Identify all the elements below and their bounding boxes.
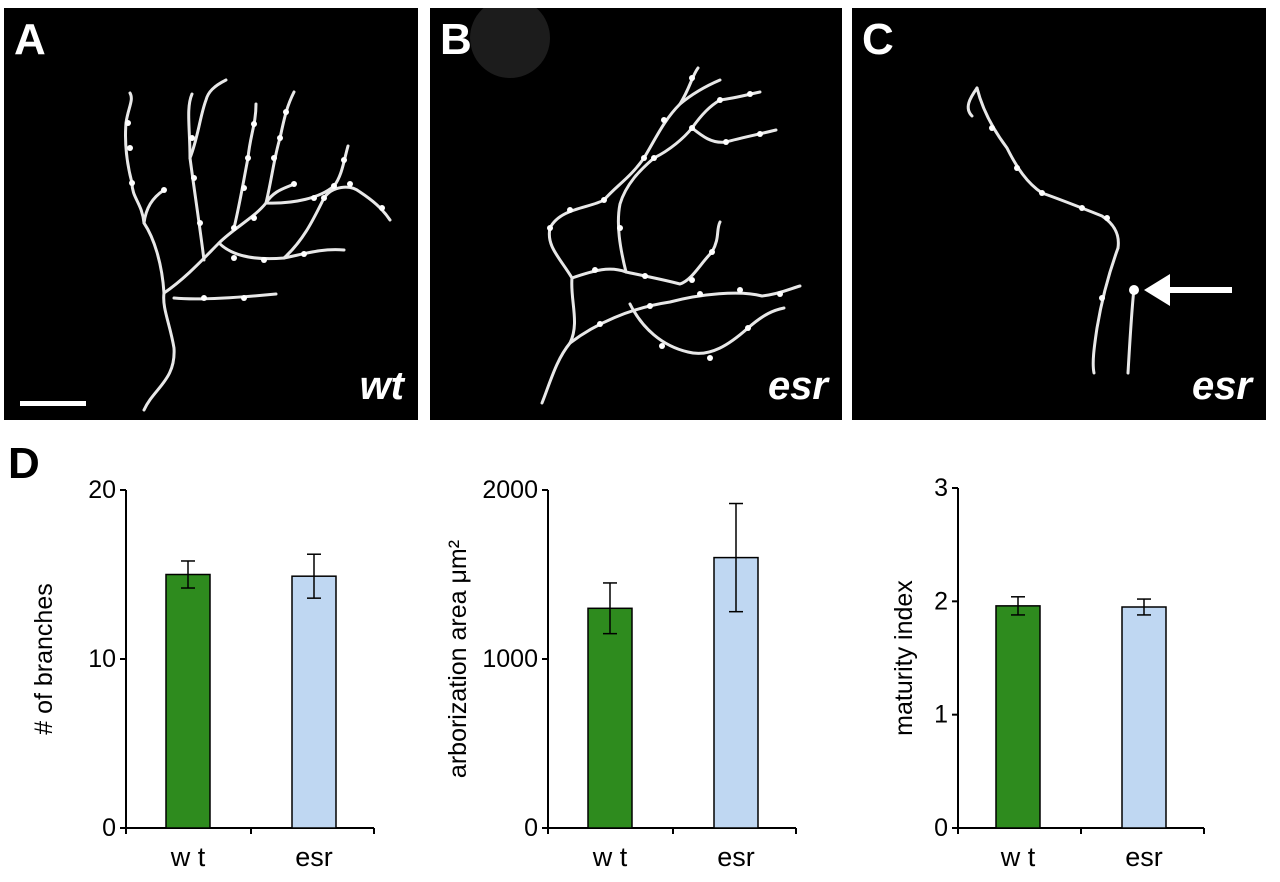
error-bar-wt xyxy=(1011,596,1025,616)
panel-b-genotype: esr xyxy=(767,364,828,408)
panel-a-label: A xyxy=(14,15,46,64)
y-tick-label: 2 xyxy=(934,587,948,615)
neuron-image-esr-2 xyxy=(966,86,1232,375)
chart-arborization-area: 0 1000 2000 w t esr arborization area μm² xyxy=(444,476,797,872)
panel-b-label: B xyxy=(440,15,472,64)
chart-maturity-index: 0 1 2 3 w t esr maturity index xyxy=(890,474,1205,872)
y-axis-label: arborization area μm² xyxy=(444,540,472,778)
y-tick-label: 10 xyxy=(88,645,116,673)
x-tick-label: esr xyxy=(717,842,755,872)
panel-c-label: C xyxy=(862,15,894,64)
error-bar-wt xyxy=(181,560,195,589)
chart-branches: 0 10 20 w t esr # of branches xyxy=(30,476,375,872)
bar-wt xyxy=(995,605,1041,829)
y-tick-label: 0 xyxy=(524,814,538,842)
y-tick-label: 3 xyxy=(934,474,948,502)
y-tick-label: 0 xyxy=(934,814,948,842)
panel-a: A wt xyxy=(4,8,418,420)
panel-c-genotype: esr xyxy=(1191,364,1252,408)
x-tick-label: w t xyxy=(592,842,628,872)
y-tick-label: 1 xyxy=(934,701,948,729)
panel-d-label: D xyxy=(8,439,40,488)
neuron-image-wt xyxy=(124,78,392,412)
neuron-image-esr-1 xyxy=(470,8,802,405)
bar-wt xyxy=(587,607,633,829)
panel-b: B esr xyxy=(430,8,842,420)
scale-bar xyxy=(20,401,86,406)
error-bar-esr xyxy=(307,553,321,599)
error-bar-esr xyxy=(729,502,743,613)
arrow-icon xyxy=(1144,274,1232,306)
y-tick-label: 20 xyxy=(88,476,116,504)
panel-a-genotype: wt xyxy=(359,364,404,408)
x-tick-label: esr xyxy=(295,842,333,872)
y-tick-label: 1000 xyxy=(482,645,538,673)
y-tick-label: 2000 xyxy=(482,476,538,504)
bar-esr xyxy=(291,575,337,829)
error-bar-wt xyxy=(603,582,617,635)
x-tick-label: w t xyxy=(1000,842,1036,872)
y-tick-label: 0 xyxy=(102,814,116,842)
bar-esr xyxy=(1121,606,1167,829)
panel-c: C esr xyxy=(852,8,1266,420)
y-axis-label: maturity index xyxy=(890,580,918,736)
x-tick-label: w t xyxy=(170,842,206,872)
x-tick-label: esr xyxy=(1125,842,1163,872)
bar-wt xyxy=(165,573,211,829)
y-axis-label: # of branches xyxy=(30,583,58,735)
error-bar-esr xyxy=(1137,598,1151,616)
